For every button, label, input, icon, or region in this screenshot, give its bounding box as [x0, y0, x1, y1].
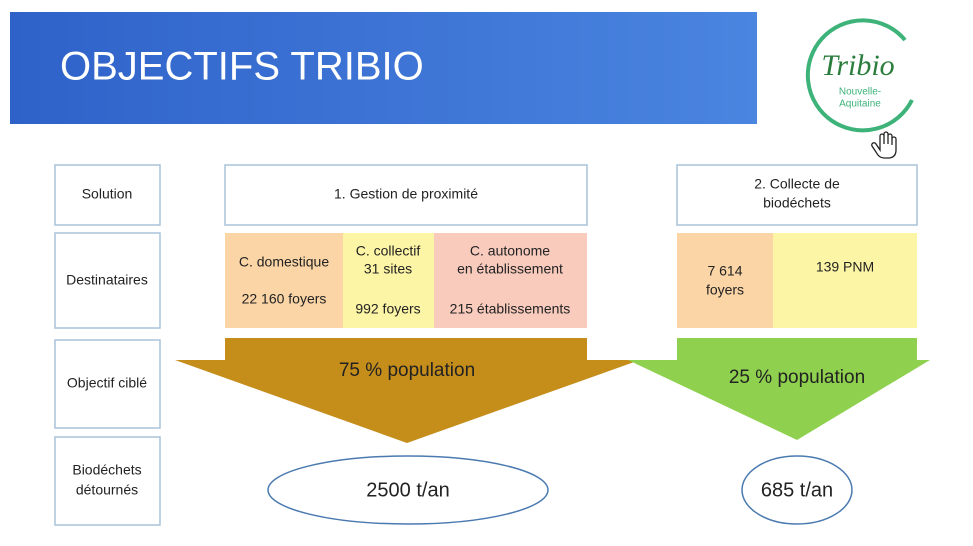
recipient-cell [343, 233, 434, 328]
recipient-count: 992 foyers [355, 301, 420, 317]
recipient-cell [225, 233, 343, 328]
logo-ring [805, 18, 914, 133]
objective-arrow [628, 338, 930, 440]
logo: Tribio Nouvelle- Aquitaine [805, 18, 914, 133]
logo-name: Tribio [821, 49, 894, 82]
solution-title: 1. Gestion de proximité [334, 186, 478, 202]
objective-arrow [175, 338, 640, 443]
recipient-name: C. domestique [239, 254, 329, 270]
recipient-cell [677, 233, 773, 328]
recipient-name: C. autonome [470, 243, 550, 259]
row-label: Objectif ciblé [67, 375, 147, 391]
recipient-count: 215 établissements [450, 301, 571, 317]
row-label: Solution [82, 186, 133, 202]
diverted: 2500 t/an [366, 479, 449, 501]
row-label: détournés [76, 482, 138, 498]
row-label: Biodéchets [72, 462, 141, 478]
row-label-box [54, 232, 161, 329]
row-label: Destinataires [66, 272, 148, 288]
logo-region: Nouvelle- [839, 87, 881, 98]
recipient-name: 7 614 [707, 263, 742, 279]
recipient-count: 22 160 foyers [242, 291, 327, 307]
cursor [871, 131, 897, 159]
recipient-name: foyers [706, 282, 744, 298]
objective: 25 % population [729, 367, 865, 388]
recipient-name: C. collectif [356, 243, 421, 259]
diverted-ellipse [267, 455, 549, 525]
solution-title: biodéchets [763, 195, 831, 211]
diverted-ellipse [741, 455, 853, 525]
recipient-name: 139 PNM [816, 259, 874, 275]
objective: 75 % population [339, 360, 475, 381]
logo-region: Aquitaine [839, 99, 881, 110]
header-bar [10, 12, 757, 124]
solution-box [676, 164, 918, 226]
recipient-name: 31 sites [364, 261, 412, 277]
recipient-cell [434, 233, 587, 328]
row-label-box [54, 164, 161, 226]
solution-title: 2. Collecte de [754, 176, 840, 192]
diverted: 685 t/an [761, 479, 833, 501]
recipient-cell [773, 233, 917, 328]
row-label-box [54, 436, 161, 526]
recipient-name: en établissement [457, 261, 563, 277]
title: OBJECTIFS TRIBIO [60, 45, 424, 89]
row-label-box [54, 339, 161, 429]
solution-box [224, 164, 588, 226]
